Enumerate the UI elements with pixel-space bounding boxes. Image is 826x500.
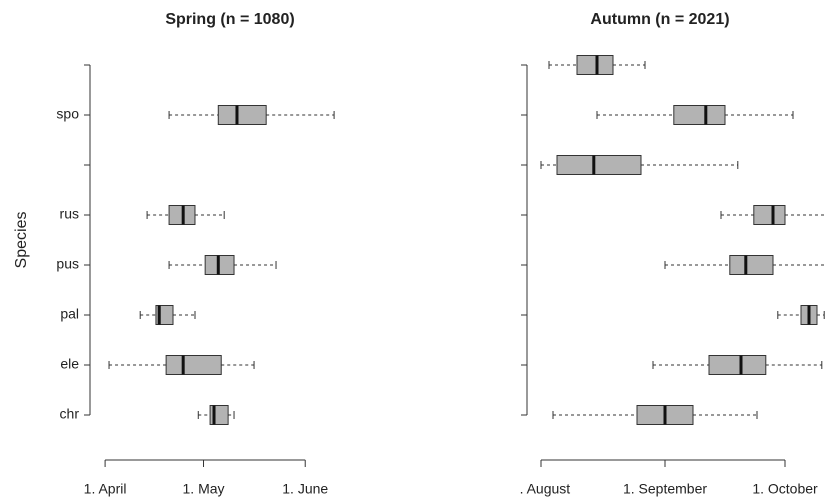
y-tick-label: pus bbox=[56, 256, 79, 272]
x-tick-label: 1. August bbox=[512, 481, 570, 497]
y-tick-label: yes bbox=[494, 56, 516, 72]
box bbox=[673, 105, 726, 125]
y-axis-label: Species bbox=[13, 212, 30, 269]
x-tick-label: 1. September bbox=[623, 481, 707, 497]
box bbox=[753, 205, 786, 225]
y-tick-label: spo bbox=[493, 106, 516, 122]
x-tick-label: 1. October bbox=[752, 481, 818, 497]
y-tick-label: spo bbox=[56, 106, 79, 122]
box bbox=[708, 355, 767, 375]
x-tick-label: 1. June bbox=[282, 481, 328, 497]
plot: spo rus pus pal ele chr 1. April 1. May 1. June bbox=[56, 64, 335, 497]
box bbox=[729, 255, 774, 275]
x-tick-label: 1. May bbox=[183, 481, 225, 497]
y-tick-label: pal bbox=[497, 306, 516, 322]
box bbox=[556, 155, 642, 175]
plot: yes spo rut rus pus pal ele chr 1. August 1. Sept… bbox=[493, 55, 826, 497]
y-tick-label: pal bbox=[60, 306, 79, 322]
y-tick-label: ele bbox=[60, 356, 79, 372]
y-tick-label: chr bbox=[497, 406, 517, 422]
box bbox=[576, 55, 614, 75]
y-tick-label: rus bbox=[497, 206, 516, 222]
chart-title: Spring (n = 1080) bbox=[165, 11, 294, 28]
box bbox=[217, 105, 267, 125]
y-tick-label: pus bbox=[493, 256, 516, 272]
x-tick-label: 1. April bbox=[84, 481, 127, 497]
y-tick-label: ele bbox=[497, 356, 516, 372]
y-tick-label: rut bbox=[500, 156, 516, 172]
chart-title: Autumn (n = 2021) bbox=[590, 11, 729, 28]
y-tick-label: chr bbox=[60, 406, 80, 422]
y-tick-label: rus bbox=[60, 206, 79, 222]
box bbox=[165, 355, 222, 375]
